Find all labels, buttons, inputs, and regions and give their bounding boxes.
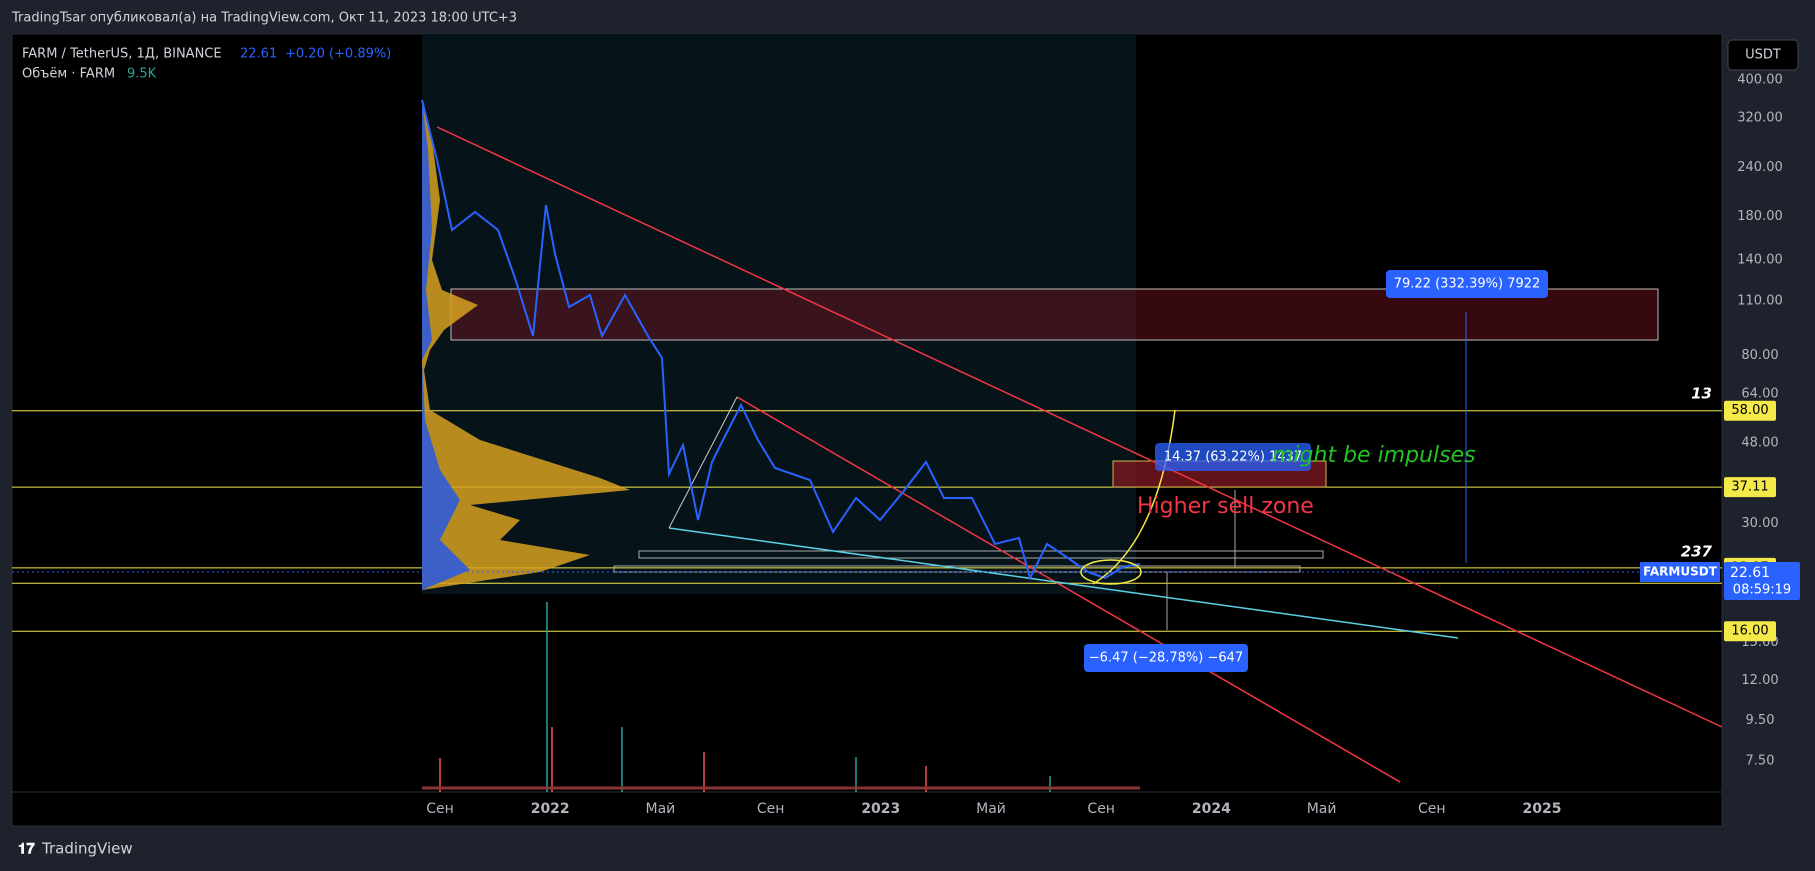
symbol-label-box bbox=[1640, 562, 1720, 583]
price-tick-label: 110.00 bbox=[1737, 294, 1783, 309]
volume-value: 9.5K bbox=[127, 67, 157, 82]
price-tick-label: 140.00 bbox=[1737, 252, 1783, 267]
footer-logo: 𝟏𝟕 bbox=[18, 840, 35, 858]
price-tick-label: 12.00 bbox=[1741, 673, 1778, 688]
measure-label: −6.47 (−28.78%) −647 bbox=[1089, 651, 1243, 666]
level-label: 37.11 bbox=[1731, 480, 1768, 495]
last-price-box bbox=[1724, 562, 1800, 601]
volume-profile bbox=[422, 100, 470, 590]
annotation: might be impulses bbox=[1272, 443, 1476, 468]
footer: TradingView bbox=[41, 840, 133, 858]
trend-line bbox=[668, 527, 1459, 639]
time-tick-label: Май bbox=[1307, 801, 1337, 817]
highlight-ellipse bbox=[1080, 559, 1142, 585]
price-tick-label: 30.00 bbox=[1741, 516, 1778, 531]
time-tick-label: Май bbox=[646, 801, 676, 817]
legend-price: 22.61 bbox=[240, 47, 277, 62]
measure-label: 14.37 (63.22%) 1437 bbox=[1164, 450, 1302, 465]
measure-label: 79.22 (332.39%) 7922 bbox=[1394, 277, 1541, 292]
annotation: 237 bbox=[1681, 543, 1713, 561]
symbol: FARM / TetherUS, 1Д, BINANCE bbox=[22, 47, 222, 62]
level-label-box bbox=[1724, 400, 1776, 421]
time-tick-label: 2022 bbox=[531, 801, 570, 817]
measure-label-box bbox=[1084, 644, 1248, 672]
annotation: Higher sell zone bbox=[1137, 494, 1314, 519]
currency-label[interactable]: USDT bbox=[1745, 48, 1781, 63]
price-tick-label: 9.50 bbox=[1746, 713, 1775, 728]
time-tick-label: Май bbox=[976, 801, 1006, 817]
time-tick-label: Сен bbox=[426, 801, 454, 817]
price-tick-label: 180.00 bbox=[1737, 209, 1783, 224]
last-price-label: 22.61 bbox=[1730, 565, 1770, 581]
time-tick-label: 2025 bbox=[1523, 801, 1562, 817]
price-tick-label: 7.50 bbox=[1746, 754, 1775, 769]
time-tick-label: 2023 bbox=[861, 801, 900, 817]
symbol-label: FARMUSDT bbox=[1643, 565, 1718, 579]
price-tick-label: 240.00 bbox=[1737, 160, 1783, 175]
level-label: 16.00 bbox=[1731, 624, 1768, 639]
publisher: TradingTsar опубликовал(а) на TradingVie… bbox=[11, 11, 517, 26]
price-tick-label: 400.00 bbox=[1737, 73, 1783, 88]
level-label-box bbox=[1724, 621, 1776, 642]
volume-profile bbox=[422, 100, 630, 590]
price-tick-label: 80.00 bbox=[1741, 348, 1778, 363]
price-tick-label: 48.00 bbox=[1741, 436, 1778, 451]
range-highlight bbox=[422, 34, 1136, 594]
triangle-edge bbox=[668, 396, 738, 529]
support-box bbox=[638, 550, 1324, 559]
measure-label-box bbox=[1155, 443, 1311, 471]
level-label: 58.00 bbox=[1731, 403, 1768, 418]
time-tick-label: Сен bbox=[757, 801, 785, 817]
annotation: 13 bbox=[1691, 385, 1712, 403]
price-tick-label: 320.00 bbox=[1737, 111, 1783, 126]
time-tick-label: 2024 bbox=[1192, 801, 1231, 817]
time-tick-label: Сен bbox=[1087, 801, 1115, 817]
time-scale: Сен 2022 Май Сен 2023 Май Сен 2024 Май Сен 2025 bbox=[426, 801, 1561, 817]
last-price: FARMUSDT 22.61 08:59:19 bbox=[12, 562, 1800, 601]
countdown: 08:59:19 bbox=[1733, 583, 1791, 598]
measure-label-box bbox=[1386, 270, 1548, 298]
trend-line bbox=[736, 396, 1401, 783]
legend-change: +0.20 (+0.89%) bbox=[285, 47, 391, 62]
time-tick-label: Сен bbox=[1418, 801, 1446, 817]
currency-button[interactable] bbox=[1727, 39, 1799, 71]
price-tick-label: 64.00 bbox=[1741, 386, 1778, 401]
curve bbox=[1092, 409, 1176, 585]
volume-bars bbox=[422, 602, 1140, 792]
volume-label: Объём · FARM bbox=[22, 67, 115, 82]
price-scale: 400.00 320.00 240.00 180.00 140.00 110.00 80.0… bbox=[1737, 73, 1783, 769]
level-label-box bbox=[1724, 477, 1776, 498]
price-line bbox=[421, 99, 1141, 581]
trend-line bbox=[436, 126, 1723, 728]
